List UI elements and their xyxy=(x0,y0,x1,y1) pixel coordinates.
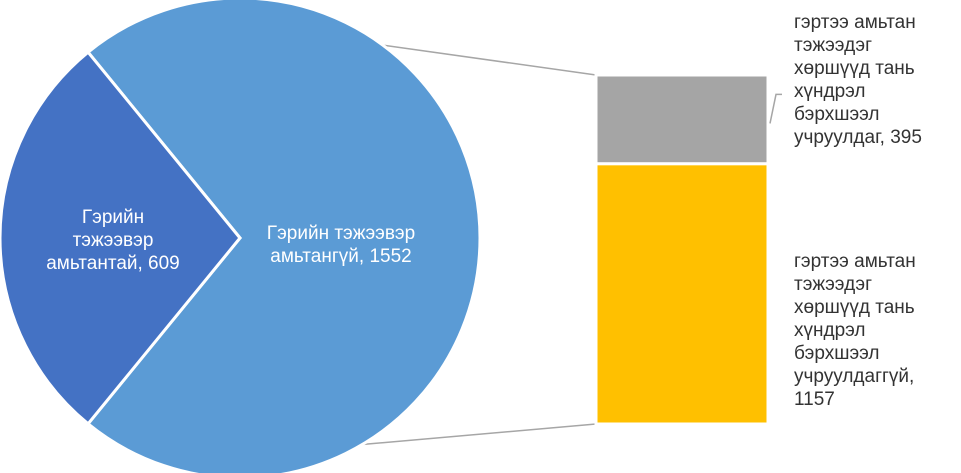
bar-segment-neighbours-cause-trouble xyxy=(594,73,770,166)
pie-chart xyxy=(0,0,482,473)
pie-label-without-pets: Гэрийн тэжээвэр амьтангүй, 1552 xyxy=(267,223,415,267)
bar-segment-neighbours-no-trouble xyxy=(594,162,770,426)
pie-slice-with-pets xyxy=(0,50,242,426)
stacked-bar xyxy=(594,73,770,426)
pie-slice-without-pets xyxy=(85,0,482,473)
bar-label-neighbours-no-trouble: гэртээ амьтан тэжээдэг хөршүүд тань хүндрэл… xyxy=(794,251,916,410)
label-leader-line xyxy=(769,93,782,124)
bar-label-neighbours-cause-trouble: гэртээ амьтан тэжээдэг хөршүүд тань хүндрэл… xyxy=(794,12,922,148)
pie-label-with-pets: Гэрийн тэжээвэр амьтантай, 609 xyxy=(46,207,180,274)
data-labels: Гэрийн тэжээвэр амьтангүй, 1552 Гэрийн тэжэ… xyxy=(46,12,922,410)
